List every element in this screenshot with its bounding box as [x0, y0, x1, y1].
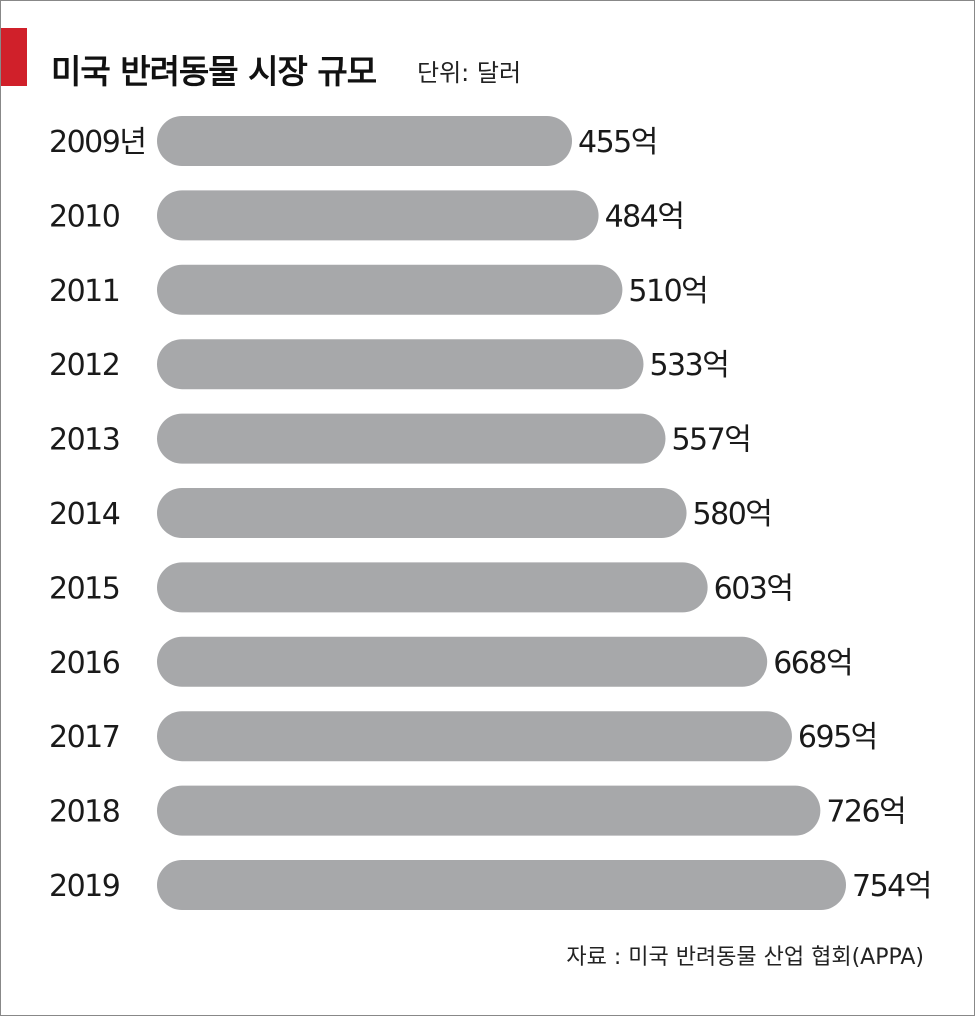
value-label-2: 510억	[628, 274, 707, 309]
value-label-5: 580억	[693, 497, 772, 532]
year-label-5: 2014	[49, 497, 120, 532]
bar-7	[157, 636, 768, 687]
value-label-0: 455억	[578, 125, 657, 160]
source-note: 자료 : 미국 반려동물 산업 협회(APPA)	[566, 945, 924, 970]
value-label-6: 603억	[714, 571, 793, 606]
value-label-9: 726억	[826, 795, 905, 830]
unit-label: 단위: 달러	[417, 59, 522, 87]
bar-3	[157, 339, 644, 390]
year-label-2: 2011	[49, 274, 119, 309]
value-label-1: 484억	[605, 199, 684, 234]
bar-0	[157, 116, 572, 166]
value-label-3: 533억	[649, 348, 728, 383]
year-label-6: 2015	[49, 571, 119, 606]
bar-10	[157, 860, 846, 910]
value-label-4: 557억	[671, 423, 750, 458]
year-label-10: 2019	[49, 869, 119, 904]
year-label-8: 2017	[49, 720, 119, 755]
value-label-8: 695억	[798, 720, 877, 755]
year-label-9: 2018	[49, 795, 120, 830]
value-label-7: 668억	[773, 646, 852, 681]
year-label-4: 2013	[49, 423, 119, 458]
year-label-7: 2016	[49, 646, 120, 681]
value-label-10: 754억	[852, 869, 931, 904]
bar-5	[157, 488, 687, 538]
chart-title: 미국 반려동물 시장 규모	[51, 52, 377, 91]
year-label-0: 2009년	[49, 125, 145, 160]
accent-bar	[1, 28, 27, 86]
bar-8	[157, 711, 792, 762]
bar-2	[157, 264, 623, 315]
bar-6	[157, 562, 708, 613]
year-label-3: 2012	[49, 348, 119, 383]
year-label-1: 2010	[49, 199, 120, 234]
bar-1	[157, 190, 599, 241]
bar-4	[157, 413, 666, 464]
bar-9	[157, 785, 821, 836]
